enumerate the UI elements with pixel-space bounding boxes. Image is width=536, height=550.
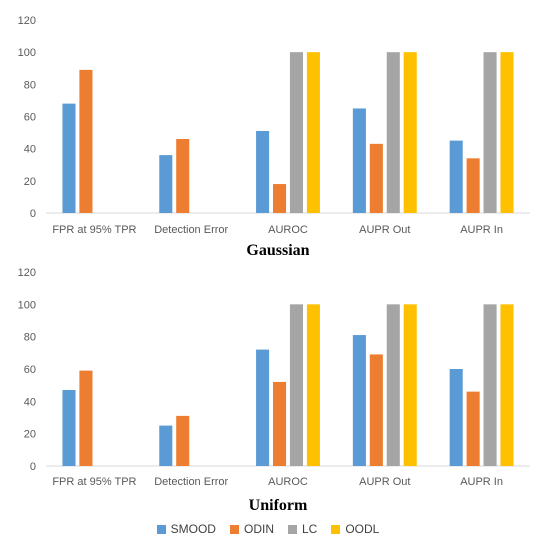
- bar-smood-fpr-at-95-tpr: [62, 390, 76, 466]
- bar-smood-auroc: [256, 349, 270, 466]
- y-tick-label: 80: [24, 332, 36, 344]
- x-category-label: Detection Error: [154, 476, 228, 488]
- bar-odin-aupr-in: [466, 391, 480, 466]
- x-category-label: AUPR In: [460, 476, 503, 488]
- legend-item-odin: ODIN: [229, 522, 274, 536]
- bar-odin-fpr-at-95-tpr: [79, 370, 93, 466]
- bar-smood-aupr-out: [352, 108, 366, 213]
- legend-swatch-oodl: [331, 524, 341, 534]
- bar-lc-aupr-out: [386, 304, 400, 466]
- y-tick-label: 40: [24, 144, 36, 156]
- y-tick-label: 40: [24, 396, 36, 408]
- y-tick-label: 100: [18, 299, 36, 311]
- x-category-label: FPR at 95% TPR: [52, 476, 136, 488]
- chart-legend: SMOOD ODIN LC OODL: [0, 522, 536, 536]
- bar-oodl-aupr-in: [500, 304, 514, 466]
- legend-item-smood: SMOOD: [156, 522, 216, 536]
- bar-oodl-auroc: [306, 52, 320, 213]
- y-tick-label: 60: [24, 112, 36, 124]
- y-tick-label: 80: [24, 79, 36, 91]
- y-tick-label: 20: [24, 429, 36, 441]
- legend-label-lc: LC: [301, 522, 318, 536]
- bar-smood-detection-error: [159, 155, 173, 213]
- bar-odin-auroc: [272, 184, 287, 213]
- y-tick-label: 60: [24, 364, 36, 376]
- bar-lc-aupr-out: [386, 52, 400, 213]
- legend-label-odin: ODIN: [243, 522, 274, 536]
- x-category-label: AUPR Out: [359, 224, 410, 236]
- legend-swatch-odin: [229, 524, 239, 534]
- y-tick-label: 120: [18, 267, 36, 279]
- y-tick-label: 0: [30, 461, 36, 473]
- bar-oodl-auroc: [306, 304, 320, 466]
- y-tick-label: 20: [24, 176, 36, 188]
- bar-smood-auroc: [256, 130, 270, 213]
- legend-label-oodl: OODL: [345, 522, 380, 536]
- bar-oodl-aupr-in: [500, 52, 514, 213]
- bar-lc-aupr-in: [483, 304, 497, 466]
- bar-smood-aupr-out: [352, 335, 366, 466]
- y-tick-label: 100: [18, 47, 36, 59]
- x-category-label: AUPR In: [460, 224, 503, 236]
- bar-lc-auroc: [289, 304, 304, 466]
- x-category-label: AUROC: [268, 476, 308, 488]
- bar-oodl-aupr-out: [403, 52, 417, 213]
- bar-odin-fpr-at-95-tpr: [79, 69, 93, 213]
- legend-swatch-lc: [287, 524, 297, 534]
- legend-swatch-smood: [156, 524, 166, 534]
- bar-lc-auroc: [289, 52, 304, 213]
- chart-title: Gaussian: [246, 242, 309, 259]
- bar-smood-fpr-at-95-tpr: [62, 103, 76, 213]
- chart-title: Uniform: [249, 497, 308, 512]
- bar-smood-aupr-in: [449, 140, 463, 213]
- x-category-label: FPR at 95% TPR: [52, 224, 136, 236]
- uniform-chart: 0 20 40 60 80 100 120 FPR at 95% TPR Detection E…: [18, 267, 530, 512]
- bar-lc-aupr-in: [483, 52, 497, 213]
- bar-odin-detection-error: [176, 415, 190, 466]
- x-category-label: AUPR Out: [359, 476, 410, 488]
- y-tick-label: 120: [18, 15, 36, 27]
- gaussian-chart: 0 20 40 60 80 100 120 FPR at 95% TPR Detection E…: [18, 15, 530, 259]
- legend-label-smood: SMOOD: [170, 522, 216, 536]
- legend-item-oodl: OODL: [331, 522, 379, 536]
- bar-odin-aupr-out: [369, 143, 383, 213]
- bar-smood-detection-error: [159, 425, 173, 466]
- legend-item-lc: LC: [287, 522, 318, 536]
- bar-odin-aupr-out: [369, 354, 383, 466]
- bar-odin-aupr-in: [466, 158, 480, 213]
- bar-oodl-aupr-out: [403, 304, 417, 466]
- y-tick-label: 0: [30, 208, 36, 220]
- x-category-label: AUROC: [268, 224, 308, 236]
- bar-odin-detection-error: [176, 139, 190, 213]
- x-category-label: Detection Error: [154, 224, 228, 236]
- bar-odin-auroc: [272, 381, 287, 466]
- bar-smood-aupr-in: [449, 369, 463, 466]
